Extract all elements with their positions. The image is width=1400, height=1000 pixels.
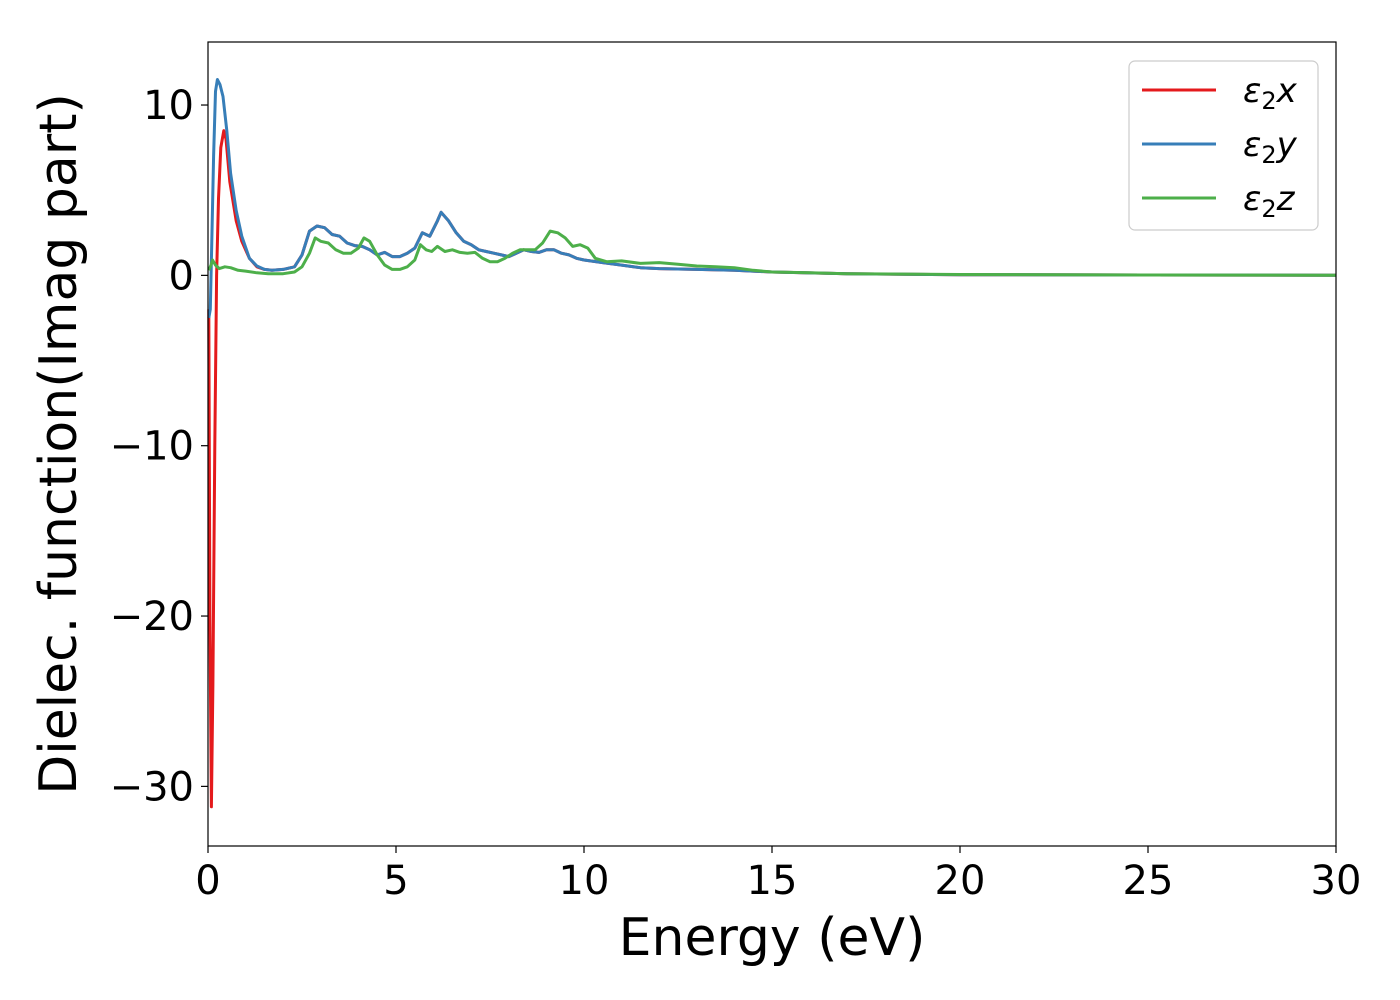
legend-box bbox=[1128, 60, 1319, 231]
y-tick-label: −20 bbox=[110, 594, 194, 640]
legend-label-x: ε2x bbox=[1243, 71, 1298, 115]
series-lines bbox=[207, 78, 1337, 809]
y-tick-label: −10 bbox=[110, 424, 194, 470]
series-line-x bbox=[207, 129, 1337, 809]
x-tick-label: 10 bbox=[559, 858, 610, 904]
x-tick-label: 0 bbox=[195, 858, 220, 904]
x-tick-label: 25 bbox=[1123, 858, 1174, 904]
legend-label-y: ε2y bbox=[1243, 125, 1298, 169]
y-tick-label: 10 bbox=[143, 83, 194, 129]
series-line-z bbox=[207, 229, 1337, 277]
y-axis-title: Dielec. function(Imag part) bbox=[29, 93, 89, 795]
legend: ε2x ε2y ε2z bbox=[1128, 60, 1319, 231]
x-tick-label: 20 bbox=[935, 858, 986, 904]
x-tick-label: 5 bbox=[383, 858, 408, 904]
x-axis-ticks: 0 5 10 15 20 25 30 bbox=[195, 846, 1361, 904]
legend-label-z: ε2z bbox=[1243, 179, 1296, 223]
y-tick-label: −30 bbox=[110, 764, 194, 810]
series-line-y bbox=[207, 78, 1337, 319]
y-tick-label: 0 bbox=[169, 253, 194, 299]
y-axis-ticks: −30 −20 −10 0 10 bbox=[110, 83, 208, 810]
x-tick-label: 15 bbox=[747, 858, 798, 904]
x-tick-label: 30 bbox=[1311, 858, 1362, 904]
x-axis-title: Energy (eV) bbox=[619, 908, 926, 968]
